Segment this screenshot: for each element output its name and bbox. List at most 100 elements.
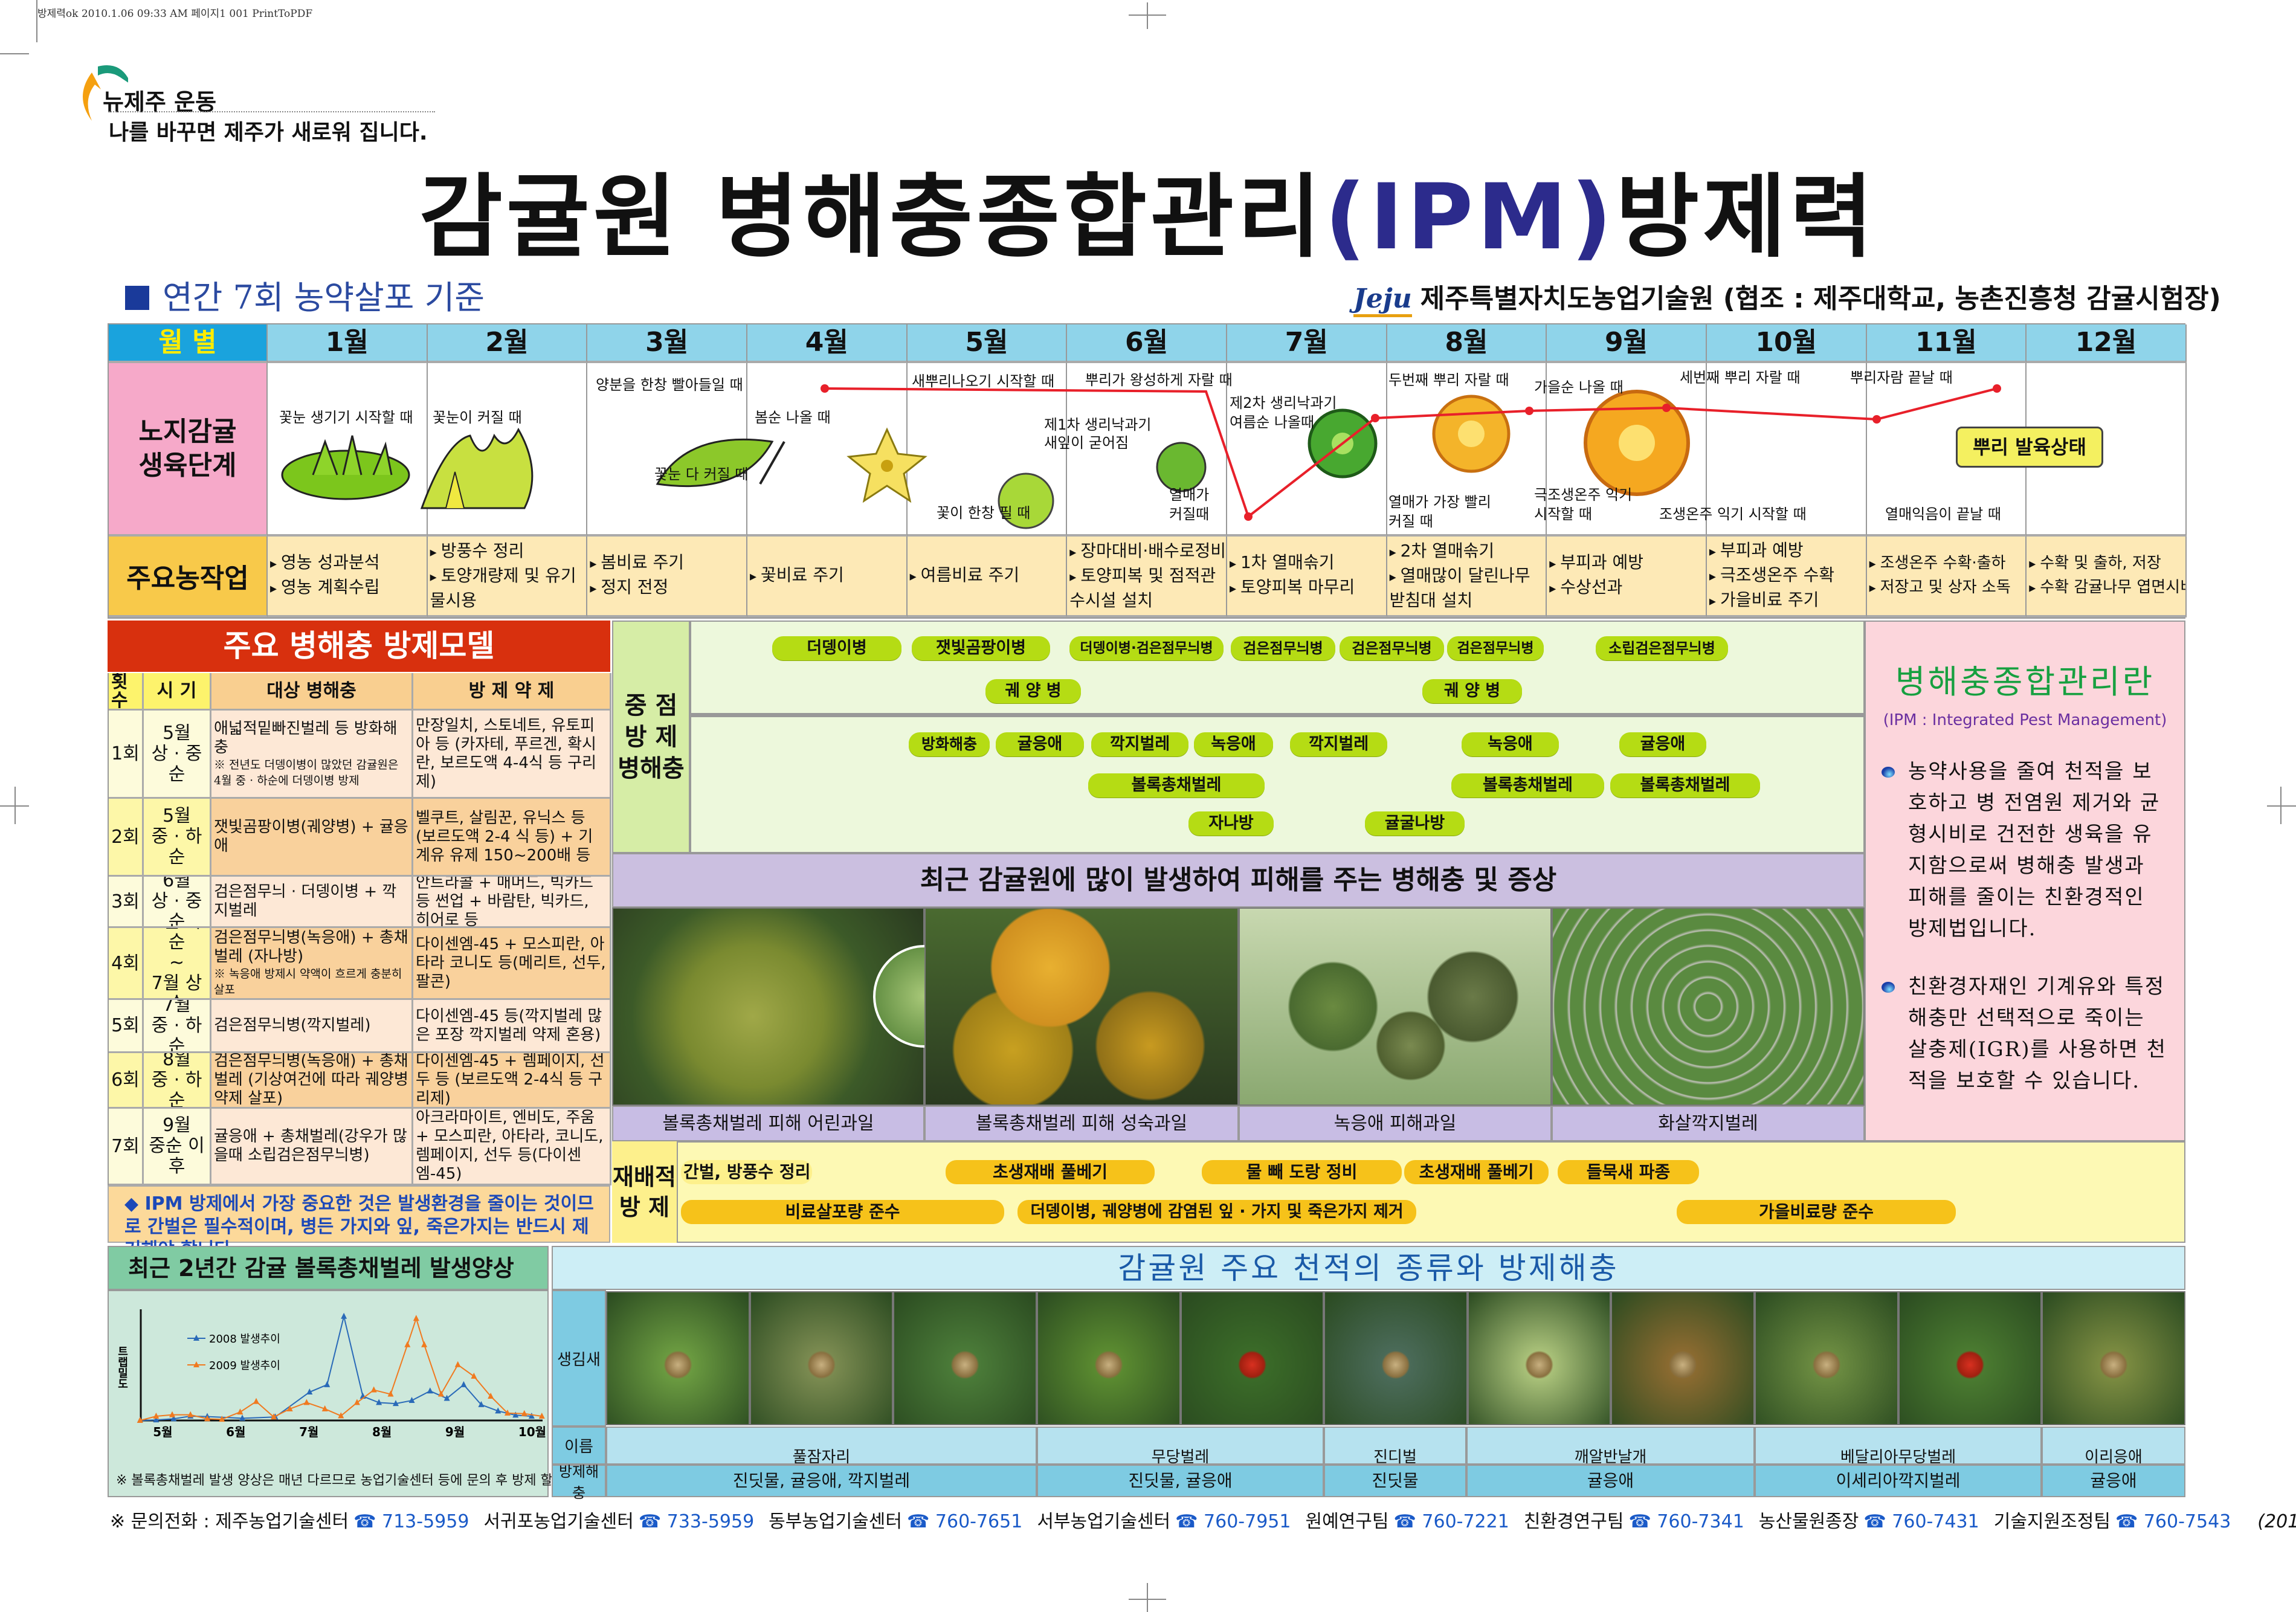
organization: Jeju 제주특별자치도농업기술원 (협조 : 제주대학교, 농촌진흥청 감귤시험… xyxy=(1353,277,2221,317)
pesticide: 아크라마이트, 엔비도, 주움 + 모스피란, 아타라, 코니도, 렘페이지, … xyxy=(413,1109,611,1185)
thrips-line-chart: 트랩밀도 5월 6월 7월 8월 9월 10월 2008 발생추이 2009 발생추이 xyxy=(116,1309,546,1439)
pesticide: 다이센엠-45 + 모스피란, 아타라 코니도 등(메리트, 선두, 팔콘) xyxy=(413,928,611,1000)
data-point xyxy=(253,1398,260,1404)
cultural-control-area xyxy=(612,1141,2185,1243)
data-point xyxy=(512,1411,519,1418)
target-pest: 검은점무늬병(깍지벌레) xyxy=(211,1000,413,1053)
month-header: 4월 xyxy=(747,324,908,363)
page-title: 감귤원 병해충종합관리(IPM)방제력 xyxy=(0,144,2296,275)
photo-caption: 볼록총채벌레 피해 어린과일 xyxy=(612,1106,924,1141)
data-point xyxy=(392,1400,399,1407)
crop-mark xyxy=(1147,2,1148,29)
title-main: 감귤원 병해충종합관리 xyxy=(419,165,1325,270)
pest-tag: 귤굴나방 xyxy=(1365,811,1465,836)
crop-mark xyxy=(1129,1599,1166,1600)
annual-schedule-table: 월 별 1월 2월 3월 4월 5월 6월 7월 8월 9월 10월 11월 1… xyxy=(108,323,2187,619)
col-header: 대상 병해충 xyxy=(211,673,413,711)
month-header: 12월 xyxy=(2027,324,2187,363)
enemy-target: 귤응애 xyxy=(1466,1465,1755,1497)
pest-tag: 녹응애 xyxy=(1462,732,1559,756)
legend-marker xyxy=(193,1335,199,1341)
col-header: 시 기 xyxy=(144,673,211,711)
natural-enemy-photo xyxy=(1467,1291,1611,1425)
pest-tag: 볼록총채벌레 xyxy=(1088,773,1265,798)
photo-mature-fruit-damage xyxy=(924,908,1239,1106)
data-point xyxy=(387,1390,394,1397)
cultural-control-label: 재배적 방 제 xyxy=(612,1141,678,1243)
data-point xyxy=(271,1413,277,1420)
row-label-name: 이름 xyxy=(552,1427,606,1465)
spray-timing: 8월 중 · 하순 xyxy=(144,1053,211,1109)
square-bullet-icon xyxy=(125,286,149,310)
contact-item: 서부농업기술센터 ☎ 760-7951 xyxy=(1037,1511,1291,1532)
month-header: 8월 xyxy=(1387,324,1547,363)
data-point xyxy=(538,1413,545,1419)
data-point xyxy=(324,1381,331,1387)
contact-item: 농산물원종장 ☎ 760-7431 xyxy=(1758,1511,1979,1532)
enemy-name: 진디벌 xyxy=(1324,1427,1466,1466)
natural-enemy-photo xyxy=(1324,1291,1468,1425)
work-cell: 조생온주 수확·출하저장고 및 상자 소독 xyxy=(1866,537,2027,617)
ipm-subtitle: (IPM : Integrated Pest Management) xyxy=(1883,711,2167,729)
bullet-dot-icon xyxy=(1882,767,1895,778)
month-header: 10월 xyxy=(1706,324,1867,363)
disease-tag: 검은점무늬병 xyxy=(1231,636,1335,660)
month-header: 6월 xyxy=(1067,324,1227,363)
photo-rust-mite-damage xyxy=(1239,908,1552,1106)
spray-timing: 6월 상 · 중순 xyxy=(144,877,211,928)
contact-item: 친환경연구팀 ☎ 760-7341 xyxy=(1523,1511,1744,1532)
work-cell: 2차 열매솎기열매많이 달린나무 받침대 설치 xyxy=(1387,537,1547,617)
organization-text: 제주특별자치도농업기술원 (협조 : 제주대학교, 농촌진흥청 감귤시험장) xyxy=(1420,283,2221,314)
data-point xyxy=(239,1414,246,1421)
target-pest: 애넓적밑빠진벌레 등 방화해충 ※ 전년도 더뎅이병이 많았던 감귤원은 4월 중… xyxy=(211,711,413,799)
month-header-label: 월 별 xyxy=(109,324,268,363)
logo-swoosh-icon xyxy=(83,65,128,121)
disease-tag: 더뎅이병·검은점무늬병 xyxy=(1069,636,1224,660)
crop-mark xyxy=(0,53,29,54)
data-point xyxy=(137,1417,143,1423)
new-jeju-logo: 뉴제주 운동 나를 바꾸면 제주가 새로워 집니다. xyxy=(74,60,436,145)
data-point xyxy=(427,1387,433,1394)
pesticide: 만장일치, 스토네트, 유토피아 등 (카자테, 푸르겐, 확시란, 보르도액 … xyxy=(413,711,611,799)
main-work-label: 주요농작업 xyxy=(109,537,268,617)
work-cell: 부피과 예방극조생온주 수확가을비료 주기 xyxy=(1706,537,1867,617)
title-suffix: 방제력 xyxy=(1616,165,1877,270)
work-cell: 방풍수 정리토양개량제 및 유기물시용 xyxy=(427,537,588,617)
subtitle: 연간 7회 농약살포 기준 xyxy=(125,271,485,318)
spray-timing: 9월 중순 이후 xyxy=(144,1109,211,1185)
disease-tag: 더뎅이병 xyxy=(772,636,901,660)
enemy-name: 베달리아무당벌레 xyxy=(1755,1427,2042,1466)
ipm-bullet: 농약사용을 줄여 천적을 보호하고 병 전염원 제거와 균형시비로 건전한 생육… xyxy=(1878,756,2172,944)
target-pest: 잿빛곰팡이병(궤양병) + 귤응애 xyxy=(211,799,413,877)
natural-enemy-photo xyxy=(1180,1291,1324,1425)
growth-stage-label: 노지감귤 생육단계 xyxy=(109,363,268,537)
crop-mark xyxy=(2267,805,2296,807)
col-header: 방 제 약 제 xyxy=(413,673,611,711)
work-cell: 1차 열매솎기토양피복 마무리 xyxy=(1227,537,1387,617)
pest-tag: 자나방 xyxy=(1188,811,1274,836)
enemy-target: 진딧물, 귤응애 xyxy=(1037,1465,1324,1497)
natural-enemies-title: 감귤원 주요 천적의 종류와 방제해충 xyxy=(552,1246,2185,1290)
contact-footer: ※ 문의전화 : 제주농업기술센터 ☎ 713-5959 서귀포농업기술센터 ☎ 73… xyxy=(110,1506,2296,1533)
natural-enemy-photo xyxy=(1036,1291,1181,1425)
target-pest: 검은점무늬병(녹응애) + 총채벌레 (자나방) ※ 녹응애 방제시 약액이 흐르… xyxy=(211,928,413,1000)
spray-count: 7회 xyxy=(109,1109,144,1185)
enemy-name: 이리응애 xyxy=(2042,1427,2185,1466)
pest-tag: 볼록총채벌레 xyxy=(1610,773,1760,798)
month-header: 1월 xyxy=(268,324,428,363)
enemy-name: 무당벌레 xyxy=(1037,1427,1324,1466)
ipm-note: ◆ IPM 방제에서 가장 중요한 것은 발생환경을 줄이는 것이므로 간벌은 … xyxy=(108,1185,610,1260)
data-point xyxy=(495,1407,501,1414)
work-cell: 수확 및 출하, 저장수확 감귤나무 엽면시비 xyxy=(2027,537,2187,617)
enemy-target: 귤응애 xyxy=(2042,1465,2185,1497)
data-point xyxy=(478,1401,485,1407)
spray-timing: 5월 중 · 하순 xyxy=(144,799,211,877)
spray-timing: 6월 하순~7월 상순 xyxy=(144,928,211,1000)
photo-arrowhead-scale xyxy=(1552,908,1865,1106)
legend-label: 2008 발생추이 xyxy=(209,1333,280,1346)
pest-tag: 귤응애 xyxy=(996,732,1084,756)
x-tick-label: 9월 xyxy=(445,1425,465,1439)
series-line-2008 xyxy=(140,1316,532,1421)
contact-item: 제주농업기술센터 ☎ 713-5959 xyxy=(215,1511,469,1532)
data-point xyxy=(153,1413,160,1419)
